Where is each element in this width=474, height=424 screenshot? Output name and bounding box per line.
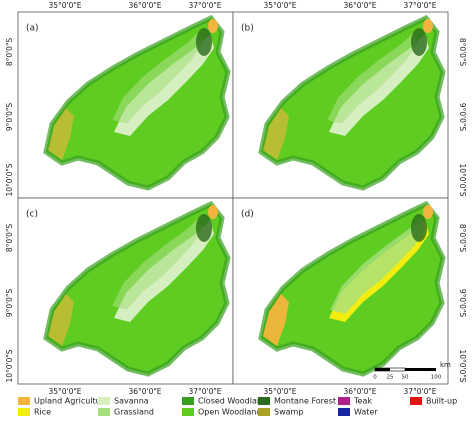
latitude-label-left: 10°0'0"S bbox=[5, 349, 14, 382]
longitude-label-top: 36°0'0"E bbox=[128, 1, 161, 10]
longitude-label-top: 35°0'0"E bbox=[263, 1, 296, 10]
legend-label: Swamp bbox=[274, 408, 303, 417]
longitude-label-top: 36°0'0"E bbox=[343, 1, 376, 10]
legend-label: Open Woodland bbox=[198, 408, 262, 417]
legend-swatch bbox=[258, 397, 270, 405]
latitude-label-left: 10°0'0"S bbox=[5, 163, 14, 196]
longitude-label-bottom: 35°0'0"E bbox=[263, 387, 296, 396]
montane-patch bbox=[196, 214, 212, 242]
legend-label: Upland Agriculture bbox=[34, 397, 109, 406]
agriculture-patch-ne bbox=[208, 19, 218, 33]
scale-tick-label: 0 bbox=[373, 375, 377, 381]
legend-label: Closed Woodland bbox=[198, 397, 267, 406]
latitude-label-right: 10°0'0"S bbox=[458, 163, 467, 196]
legend: Upland Agriculture Rice Savanna Grassland Cl… bbox=[18, 397, 457, 417]
legend-swatch bbox=[98, 408, 110, 416]
agriculture-patch-ne bbox=[208, 205, 218, 219]
legend-label: Water bbox=[354, 408, 378, 417]
map-panel: (b) bbox=[232, 11, 449, 199]
scale-bar-black bbox=[375, 368, 390, 371]
panel-label: (d) bbox=[241, 210, 254, 220]
montane-patch bbox=[196, 28, 212, 56]
agriculture-patch-ne bbox=[423, 205, 433, 219]
agriculture-patch-ne bbox=[423, 19, 433, 33]
map-panel: (c) bbox=[17, 197, 234, 385]
legend-swatch bbox=[182, 397, 194, 405]
latitude-label-left: 9°0'0"S bbox=[5, 289, 14, 318]
longitude-label-bottom: 36°0'0"E bbox=[343, 387, 376, 396]
panel-label: (a) bbox=[26, 24, 39, 34]
longitude-label-bottom: 37°0'0"E bbox=[188, 387, 221, 396]
longitude-label-bottom: 37°0'0"E bbox=[403, 387, 436, 396]
legend-swatch bbox=[338, 397, 350, 405]
longitude-label-top: 37°0'0"E bbox=[188, 1, 221, 10]
legend-label: Built-up bbox=[426, 397, 457, 406]
legend-swatch bbox=[410, 397, 422, 405]
montane-patch bbox=[411, 214, 427, 242]
legend-label: Montane Forest bbox=[274, 397, 336, 406]
map-panel: (a) bbox=[17, 11, 234, 199]
legend-label: Grassland bbox=[114, 408, 154, 417]
legend-swatch bbox=[182, 408, 194, 416]
map-panel: (d) bbox=[232, 197, 449, 385]
scale-tick-label: 50 bbox=[402, 375, 409, 381]
legend-swatch bbox=[338, 408, 350, 416]
latitude-label-left: 8°0'0"S bbox=[5, 224, 14, 253]
legend-label: Savanna bbox=[114, 397, 149, 406]
longitude-label-top: 35°0'0"E bbox=[48, 1, 81, 10]
scale-bar-black bbox=[405, 368, 436, 371]
longitude-label-bottom: 35°0'0"E bbox=[48, 387, 81, 396]
montane-patch bbox=[411, 28, 427, 56]
latitude-label-right: 9°0'0"S bbox=[458, 103, 467, 132]
latitude-label-left: 8°0'0"S bbox=[5, 38, 14, 67]
scale-tick-label: 100 bbox=[431, 375, 442, 381]
legend-swatch bbox=[18, 397, 30, 405]
scale-tick-label: 25 bbox=[387, 375, 394, 381]
latitude-label-right: 9°0'0"S bbox=[458, 289, 467, 318]
latitude-label-left: 9°0'0"S bbox=[5, 103, 14, 132]
panel-label: (c) bbox=[26, 210, 38, 220]
longitude-label-bottom: 36°0'0"E bbox=[128, 387, 161, 396]
legend-swatch bbox=[18, 408, 30, 416]
legend-swatch bbox=[98, 397, 110, 405]
longitude-label-top: 37°0'0"E bbox=[403, 1, 436, 10]
panel-label: (b) bbox=[241, 24, 254, 34]
legend-label: Rice bbox=[34, 408, 51, 417]
legend-label: Teak bbox=[353, 397, 372, 406]
scale-unit: km bbox=[440, 361, 451, 369]
latitude-label-right: 8°0'0"S bbox=[458, 224, 467, 253]
latitude-label-right: 8°0'0"S bbox=[458, 38, 467, 67]
panels: (a) (b) (c) (d) bbox=[17, 11, 449, 385]
latitude-label-right: 10°0'0"S bbox=[458, 349, 467, 382]
legend-swatch bbox=[258, 408, 270, 416]
